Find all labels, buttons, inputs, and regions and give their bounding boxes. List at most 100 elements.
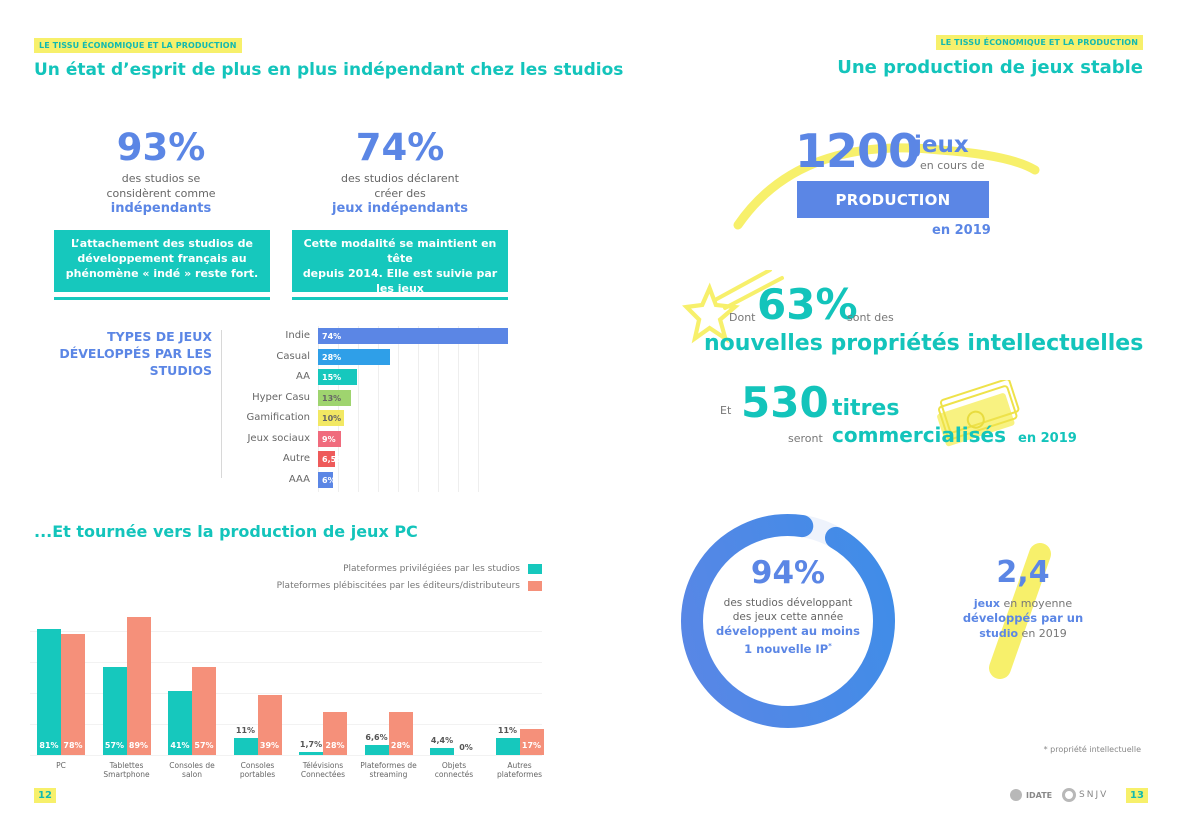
bar-category-label: Indie	[285, 330, 310, 341]
bar-category-label: Gamification	[246, 412, 310, 423]
info-box-line: Cette modalité se maintient en tête	[303, 237, 497, 265]
grid-line	[30, 631, 542, 632]
types-title-line: STUDIOS	[149, 363, 212, 378]
bar	[299, 752, 323, 755]
bar	[126, 617, 151, 755]
types-title-line: DÉVELOPPÉS PAR LES	[59, 346, 212, 361]
stat-highlight: jeux indépendants	[332, 201, 468, 216]
bar-value-label: 0%	[459, 743, 473, 752]
decorative-slash-icon	[989, 543, 1051, 679]
types-title-line: TYPES DE JEUX	[107, 329, 212, 344]
grid-line	[378, 326, 379, 492]
bar-value-label: 1,7%	[299, 740, 323, 749]
stat-text: considèrent comme	[106, 187, 216, 200]
ip-label: nouvelles propriétés intellectuelles	[704, 331, 1144, 356]
stat-independent-studios: 93% des studios se considèrent comme ind…	[86, 128, 236, 217]
decorative-swoosh-icon	[733, 143, 1040, 230]
left-section-tag: LE TISSU ÉCONOMIQUE ET LA PRODUCTION	[34, 38, 242, 53]
stat-value: 74%	[355, 126, 445, 169]
idate-logo: IDATE	[1010, 789, 1052, 801]
bar-value-label: 13%	[322, 393, 342, 403]
bar-category-label: Autres plateformes	[496, 761, 542, 779]
bar-value-label: 6,5%	[322, 455, 345, 464]
bar	[388, 711, 413, 755]
bar-value-label: 89%	[128, 741, 149, 750]
bar-value-label: 6,6%	[365, 732, 388, 742]
bar	[318, 348, 390, 365]
bar	[233, 737, 258, 755]
bar-value-label: 74%	[322, 332, 342, 341]
production-value: 1200	[795, 124, 920, 178]
ip-value: 63%	[757, 280, 858, 329]
bar-category-label: Jeux sociaux	[247, 432, 310, 444]
donut-highlight: 1 nouvelle IP*	[706, 639, 870, 657]
legend-swatch	[528, 564, 542, 574]
info-box-line: depuis 2014. Elle est suivie par les jeu…	[302, 267, 498, 295]
grid-line	[358, 326, 359, 492]
footnote: * propriété intellectuelle	[1043, 745, 1141, 754]
bar-category-label: PC	[56, 761, 66, 770]
bar-category-label: AA	[296, 371, 310, 382]
right-section-tag: LE TISSU ÉCONOMIQUE ET LA PRODUCTION	[935, 35, 1143, 50]
snjv-logo: SNJV	[1062, 788, 1108, 802]
stat-text: des studios se	[121, 172, 201, 185]
info-box-line: occasionnels.	[358, 297, 442, 310]
bar-value-label: 9%	[322, 434, 336, 444]
donut-star: *	[828, 642, 832, 650]
avg-line: studio en 2019	[948, 626, 1098, 641]
bar-value-label: 28%	[390, 741, 411, 750]
types-bar-chart: Indie 74% Casual 28% AA 15% Hyper Casu 13% Gamif…	[220, 326, 520, 492]
donut-highlight: développent au moins	[716, 624, 860, 638]
legend-label: Plateformes privilégiées par les studios	[343, 564, 520, 574]
left-page-title: Un état d’esprit de plus en plus indépen…	[34, 60, 624, 80]
donut-line: des jeux cette année	[732, 611, 844, 623]
grid-line	[30, 662, 542, 663]
legend-label: Plateformes plébiscitées par les éditeur…	[276, 581, 520, 591]
bar	[37, 629, 61, 755]
stat-text: des studios déclarent	[341, 172, 459, 185]
stat-text: créer des	[374, 187, 426, 200]
idate-logo-text: IDATE	[1026, 790, 1053, 800]
bar-category-label: Tablettes Smartphone	[103, 761, 150, 779]
bar	[430, 748, 454, 755]
bar	[495, 737, 520, 755]
avg-text: en moyenne	[1003, 597, 1073, 610]
bar-category-label: Consoles de salon	[169, 761, 215, 779]
bar-category-label: Consoles portables	[239, 761, 276, 779]
stat-value: 93%	[116, 126, 206, 169]
bar-value-label: 11%	[235, 725, 256, 735]
grid-line	[438, 326, 439, 492]
star-icon	[682, 270, 784, 344]
idate-logo-icon	[1010, 789, 1022, 801]
bar-category-label: Plateformes de streaming	[360, 761, 417, 779]
bar-value-label: 57%	[104, 741, 125, 750]
titles-pre: seront	[788, 432, 823, 445]
bar	[168, 691, 192, 755]
bar	[318, 369, 357, 385]
grid-line	[338, 326, 339, 492]
production-year: en 2019	[932, 223, 991, 238]
bar-category-label: Télévisions Connectées	[300, 761, 346, 779]
pc-section-title: ...Et tournée vers la production de jeux…	[34, 522, 418, 541]
grid-line	[418, 326, 419, 492]
bar	[318, 410, 344, 426]
bar-value-label: 6%	[322, 475, 336, 485]
legend-item-studios: Plateformes privilégiées par les studios	[230, 562, 542, 576]
vertical-divider	[221, 330, 222, 478]
ip-suffix: sont des	[847, 311, 894, 324]
divider	[292, 297, 508, 300]
donut-highlight-text: 1 nouvelle IP	[744, 641, 829, 656]
production-box: PRODUCTION	[797, 181, 989, 218]
bar-value-label: 78%	[63, 741, 83, 750]
grid-line	[30, 755, 542, 756]
donut-value: 94%	[750, 555, 826, 591]
bar-value-label: 41%	[170, 741, 190, 750]
titles-prefix: Et	[720, 404, 732, 417]
production-sub: en cours de	[920, 159, 985, 172]
bar	[257, 694, 282, 755]
bar	[318, 389, 352, 406]
bar-value-label: 28%	[325, 741, 345, 750]
grid-line	[478, 326, 479, 492]
donut-arc	[681, 514, 895, 728]
bar-value-label: 4,4%	[430, 736, 454, 746]
